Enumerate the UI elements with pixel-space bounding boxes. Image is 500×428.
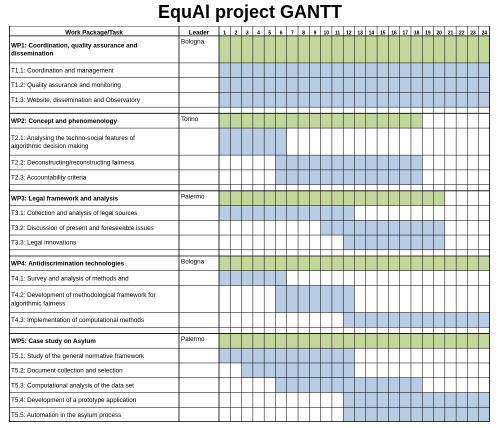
task-label: T5.1: Study of the general normative fra…: [11, 353, 145, 360]
gantt-title: EquAl project GANTT: [158, 2, 342, 22]
task-label: T4.2: Development of methodological fram…: [11, 292, 156, 307]
wp-label: WP5: Case study on Asylum: [11, 338, 96, 345]
task-label: T4.1: Survey and analysis of methods and: [11, 275, 129, 282]
wp-label: WP1: Coordination, quality assurance and…: [11, 43, 137, 58]
month-header-17: 17: [403, 30, 409, 36]
month-header-2: 2: [235, 30, 238, 36]
wp-leader: Torino: [181, 116, 199, 123]
month-header-11: 11: [335, 30, 341, 36]
wp-label: WP4: Antidiscrimination technologies: [11, 261, 125, 268]
month-header-12: 12: [346, 30, 352, 36]
month-header-14: 14: [369, 30, 375, 36]
month-header-7: 7: [291, 30, 294, 36]
task-bar: [275, 155, 423, 170]
month-header-6: 6: [280, 30, 283, 36]
task-label: T2.3: Accountability criteria: [11, 174, 87, 181]
wp-label: WP3: Legal framework and analysis: [11, 195, 119, 202]
month-header-19: 19: [425, 30, 431, 36]
month-header-1: 1: [223, 30, 226, 36]
gantt-chart: Work Package/Task Leader 1 2 3 4 5 6 7 8 9 10 11 12 13…: [9, 26, 490, 422]
month-header-10: 10: [323, 30, 329, 36]
task-label: T1.3: Website, dissemination and Observa…: [11, 97, 141, 104]
task-label: T3.3: Legal innovations: [11, 240, 76, 247]
month-header-24: 24: [482, 30, 488, 36]
task-label: T2.1: Analysing the techno-social featur…: [11, 135, 135, 150]
wp-leader: Palermo: [181, 336, 205, 343]
task-bar: [343, 312, 490, 328]
month-header-9: 9: [314, 30, 317, 36]
task-column-header: Work Package/Task: [65, 29, 123, 36]
gantt-grid: Work Package/Task Leader 1 2 3 4 5 6 7 8 9 10 11 12 13…: [9, 26, 490, 422]
task-label: T2.2: Deconstructing/reconstructing fair…: [11, 160, 134, 167]
task-label: T5.2: Document collection and selection: [11, 368, 123, 375]
header-row: [9, 26, 490, 36]
month-header-16: 16: [391, 30, 397, 36]
task-bar: [343, 235, 445, 250]
month-header-8: 8: [302, 30, 305, 36]
task-label: T1.2: Quality assurance and monitoring: [11, 82, 121, 89]
task-label: T3.1: Collection and analysis of legal s…: [11, 210, 137, 217]
wp-leader: Bologna: [181, 258, 205, 265]
month-header-22: 22: [459, 30, 465, 36]
task-bar: [275, 169, 423, 185]
wp-label: WP2: Concept and phenomenology: [11, 118, 117, 125]
month-header-3: 3: [246, 30, 249, 36]
task-bar: [275, 285, 355, 313]
month-header-5: 5: [268, 30, 271, 36]
month-header-4: 4: [257, 30, 260, 36]
month-header-23: 23: [470, 30, 476, 36]
task-label: T5.5: Automation in the asylum process: [11, 412, 121, 419]
task-bar: [320, 220, 445, 236]
task-label: T4.3: Implementation of computational me…: [11, 317, 144, 324]
month-header-21: 21: [448, 30, 454, 36]
month-header-20: 20: [436, 30, 442, 36]
task-label: T5.4: Development of a prototype applica…: [11, 397, 137, 404]
month-header-15: 15: [380, 30, 386, 36]
task-label: T3.2: Discussion of present and foreseea…: [11, 225, 154, 232]
task-label: T1.1: Coordination and management: [11, 67, 114, 74]
task-label: T5.3: Computational analysis of the data…: [11, 382, 134, 389]
month-header-13: 13: [357, 30, 363, 36]
wp-leader: Palermo: [181, 193, 205, 200]
task-bar: [343, 392, 490, 408]
task-bar: [275, 377, 423, 393]
leader-column-header: Leader: [189, 29, 210, 36]
wp-leader: Bologna: [181, 38, 205, 45]
month-header-18: 18: [414, 30, 420, 36]
task-bar: [343, 407, 490, 422]
